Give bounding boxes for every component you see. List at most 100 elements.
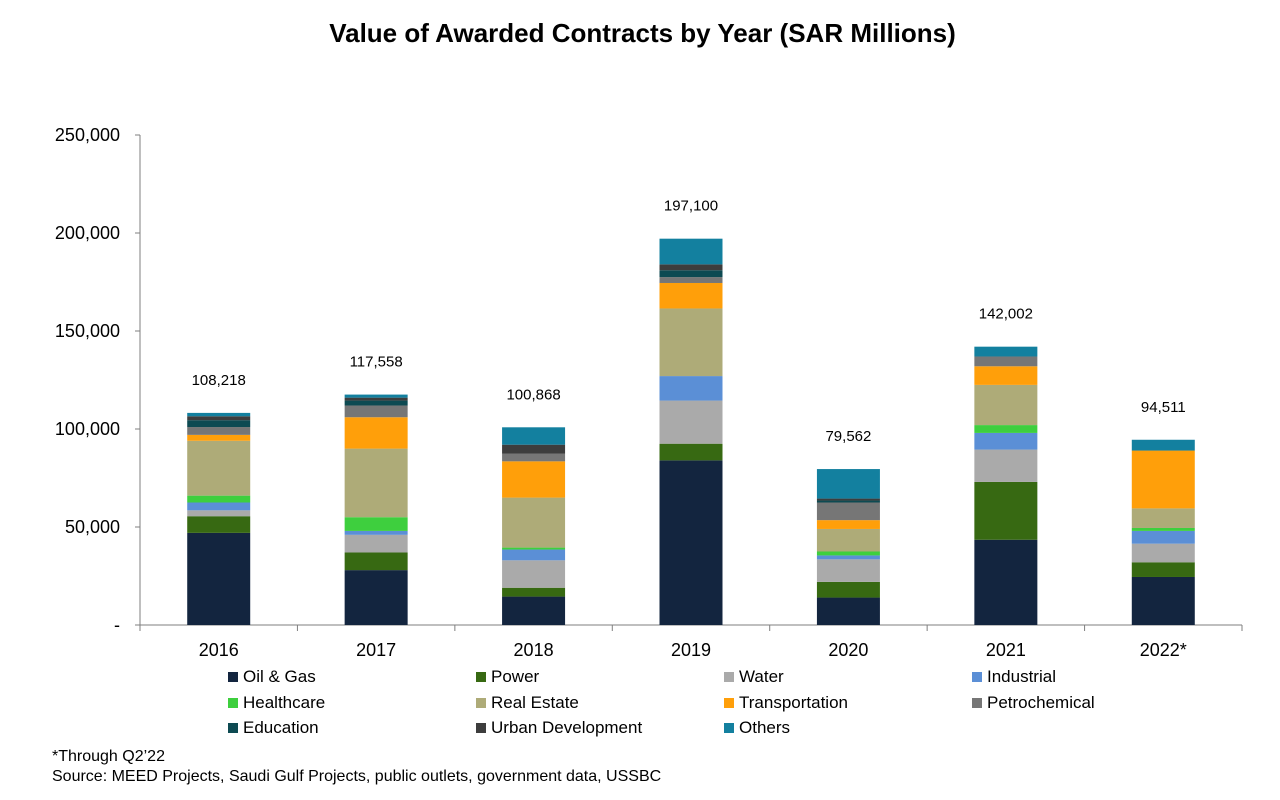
legend-label: Others: [739, 718, 791, 737]
bar-segment: [502, 596, 566, 625]
legend-label: Education: [243, 718, 319, 737]
x-axis: 2016 2017 2018 2019 2020 2021 2022*: [139, 624, 1243, 660]
legend-swatch: [724, 723, 734, 733]
legend-label: Industrial: [987, 667, 1056, 686]
total-label: 94,511: [1141, 399, 1186, 416]
legend-swatch: [228, 697, 238, 708]
bar-segment: [502, 427, 566, 445]
bar-segment: [659, 376, 723, 401]
x-tick-label: 2019: [671, 640, 711, 660]
bar-segment: [344, 517, 408, 531]
bar-segment: [974, 449, 1038, 482]
x-tick-label: 2017: [356, 640, 396, 660]
total-label: 197,100: [664, 198, 718, 215]
legend-item: Power: [476, 667, 539, 687]
total-labels: 108,218 117,558 100,868 197,100 79,562 142,00…: [192, 198, 1186, 445]
x-tick-label: 2016: [199, 640, 239, 660]
bar-segment: [659, 277, 723, 283]
y-tick-label: 250,000: [55, 125, 120, 145]
bar-segment: [344, 534, 408, 553]
bar-segment: [344, 405, 408, 418]
bar-segment: [659, 282, 723, 309]
legend-swatch: [476, 697, 486, 708]
legend-label: Healthcare: [243, 692, 326, 712]
total-label: 117,558: [350, 354, 403, 371]
legend-item: Healthcare: [228, 693, 325, 713]
legend-item: Industrial: [972, 667, 1056, 687]
legend-label: Power: [491, 667, 540, 686]
legend-swatch: [476, 723, 486, 733]
bar-segment: [344, 417, 408, 449]
legend-label: Transportation: [739, 692, 848, 712]
footnote: *Through Q2’22: [52, 748, 165, 765]
x-tick-label: 2018: [514, 640, 554, 660]
bar-segment: [502, 560, 566, 588]
legend-item: Petrochemical: [972, 693, 1095, 713]
bar-segment: [187, 420, 251, 428]
y-axis: - 50,000 100,000 150,000 200,000 250,000: [55, 125, 141, 635]
bar-segment: [1131, 543, 1195, 563]
y-tick-label: 50,000: [65, 517, 120, 537]
bar-segment: [816, 502, 880, 521]
bar-segment: [974, 366, 1038, 385]
total-label: 79,562: [825, 428, 871, 445]
bar-segment: [187, 434, 251, 441]
legend-label: Petrochemical: [987, 692, 1095, 712]
bar-segment: [659, 264, 723, 271]
bar-segment: [1131, 562, 1195, 577]
bar-segment: [816, 528, 880, 552]
bar-segment: [659, 460, 723, 625]
legend-label: Oil & Gas: [243, 667, 316, 686]
bar-segment: [187, 502, 251, 511]
bar-segment: [974, 384, 1038, 426]
bar-segment: [1131, 439, 1195, 451]
legend-swatch: [972, 697, 982, 708]
bar-segment: [502, 497, 566, 548]
bar-segment: [816, 555, 880, 560]
total-label: 100,868: [506, 386, 560, 403]
x-tick-label: 2020: [828, 640, 868, 660]
legend-label: Water: [739, 667, 784, 686]
bar-segment: [974, 432, 1038, 450]
bar-segment: [1131, 508, 1195, 528]
bar-segment: [187, 510, 251, 517]
bar-segment: [1131, 530, 1195, 544]
legend-swatch: [228, 723, 238, 733]
chart-title: Value of Awarded Contracts by Year (SAR …: [329, 18, 956, 48]
legend-item: Oil & Gas: [228, 667, 316, 687]
x-tick-label: 2021: [986, 640, 1026, 660]
legend-item: Education: [228, 718, 319, 738]
bar-segment: [187, 427, 251, 435]
bar-segment: [974, 346, 1038, 357]
bar-segment: [816, 551, 880, 556]
y-tick-label: -: [114, 615, 120, 635]
bar-segment: [659, 308, 723, 377]
total-label: 108,218: [192, 372, 246, 389]
total-label: 142,002: [979, 306, 1033, 323]
legend-swatch: [228, 672, 238, 682]
bar-segment: [502, 461, 566, 498]
bar-segment: [1131, 576, 1195, 625]
bar-segment: [1131, 527, 1195, 531]
bar-segment: [816, 581, 880, 598]
legend-item: Real Estate: [476, 693, 579, 713]
legend-label: Real Estate: [491, 692, 579, 712]
bar-segment: [344, 400, 408, 406]
bar-segment: [659, 238, 723, 265]
legend-swatch: [724, 672, 734, 682]
legend-swatch: [972, 672, 982, 682]
bar-segment: [1131, 450, 1195, 509]
legend-item: Transportation: [724, 693, 848, 713]
bar-segment: [187, 495, 251, 503]
bar-segment: [816, 500, 880, 503]
bar-segment: [187, 416, 251, 421]
legend-item: Others: [724, 718, 790, 738]
x-tick-label: 2022*: [1140, 640, 1187, 660]
bar-segment: [187, 516, 251, 533]
legend-swatch: [724, 697, 734, 708]
bar-segment: [502, 549, 566, 561]
y-tick-label: 150,000: [55, 321, 120, 341]
bar-segment: [344, 397, 408, 401]
bar-segment: [187, 440, 251, 496]
